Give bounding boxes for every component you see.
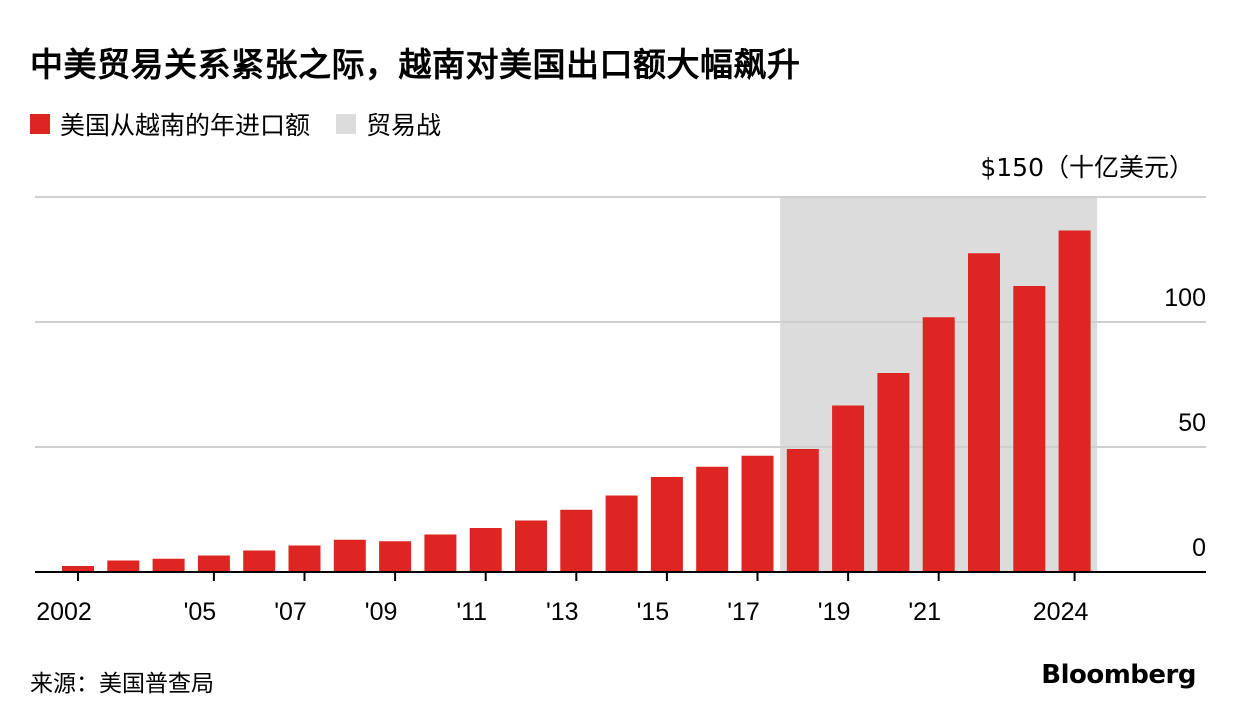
x-tick-label-2002: 2002 [36,598,92,626]
bar-2024 [1058,230,1091,572]
bar-2016 [696,466,729,572]
x-tick-label-2007: '07 [274,598,307,626]
bar-2012 [515,520,547,572]
legend-item-imports: 美国从越南的年进口额 [30,106,310,142]
x-tick-label-2015: '15 [637,598,670,626]
x-tick-label-2011: '11 [456,598,487,626]
source-note: 来源：美国普查局 [30,671,214,697]
bar-2010 [424,534,457,572]
bar-2005 [197,555,230,572]
bar-2021 [922,317,955,572]
bar-2006 [243,550,276,572]
legend-label-trade-war: 贸易战 [366,111,442,140]
y-tick-label-0: 0 [1192,534,1206,562]
bar-2018 [786,449,819,572]
bar-2004 [152,558,185,572]
chart-title: 中美贸易关系紧张之际，越南对美国出口额大幅飙升 [30,45,801,84]
x-tick-label-2017: '17 [727,598,760,626]
legend: 美国从越南的年进口额 贸易战 [30,106,467,142]
bloomberg-logo: Bloomberg [1041,660,1196,690]
bar-2019 [832,405,865,572]
bar-2022 [968,253,1000,572]
x-tick-label-2021: '21 [908,598,941,626]
legend-item-trade-war: 贸易战 [336,106,441,142]
legend-swatch-trade-war [336,114,357,134]
bar-2017 [741,455,774,572]
bar-2011 [469,528,502,572]
y-tick-label-100: 100 [1164,284,1206,312]
y-unit-label: $150（十亿美元） [980,153,1194,182]
legend-label-imports: 美国从越南的年进口额 [60,111,311,140]
bar-2015 [650,477,683,572]
x-tick-label-2005: '05 [184,598,217,626]
bar-2007 [288,545,321,572]
bar-2023 [1013,286,1046,572]
x-tick-label-2019: '19 [818,598,851,626]
legend-swatch-imports [30,114,50,134]
bar-2014 [605,495,638,572]
bar-2009 [379,541,412,572]
x-tick-label-2024: 2024 [1033,598,1089,626]
bar-2020 [877,373,910,572]
bar-2002 [62,566,94,572]
x-tick-label-2009: '09 [365,598,398,626]
x-tick-label-2013: '13 [546,598,579,626]
y-tick-label-50: 50 [1178,409,1206,437]
bar-2008 [333,539,366,572]
bar-2003 [107,560,140,572]
bar-2013 [560,509,593,572]
